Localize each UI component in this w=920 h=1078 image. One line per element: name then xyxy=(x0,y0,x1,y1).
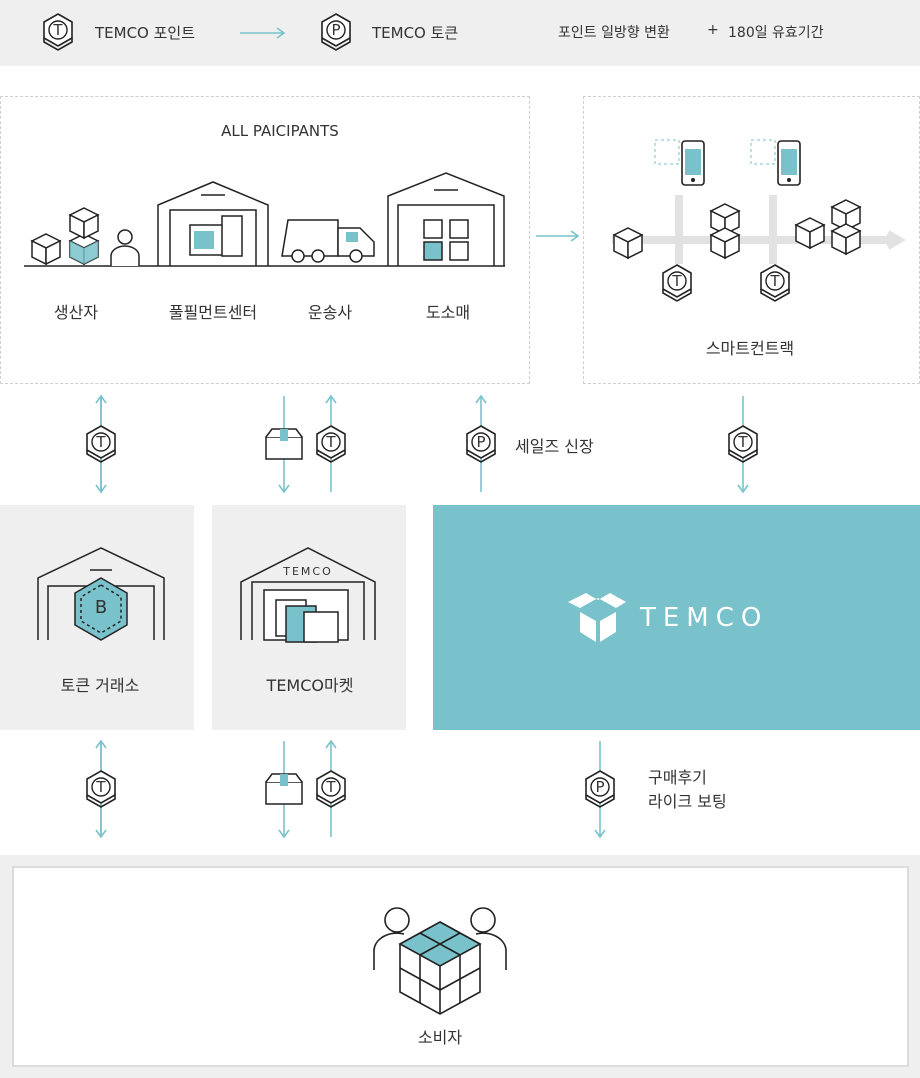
temco-logo-icon xyxy=(568,593,626,642)
participant-retail: 도소매 xyxy=(425,303,471,322)
smart-contract-label: 스마트컨트랙 xyxy=(705,339,795,358)
temco-brand-panel xyxy=(433,505,920,730)
exchange-badge-letter: B xyxy=(94,597,108,618)
exchange-label: 토큰 거래소 xyxy=(60,676,140,695)
market-building-icon xyxy=(240,547,376,643)
point-letter: P xyxy=(476,433,486,451)
top-bar xyxy=(0,0,920,66)
brand-name: TEMCO xyxy=(640,603,769,633)
participants-heading: ALL PAICIPANTS xyxy=(221,122,339,140)
review-line2: 라이크 보팅 xyxy=(648,792,727,811)
retail-warehouse-icon xyxy=(387,172,505,266)
smart-contract-artwork xyxy=(612,139,906,302)
point-letter: P xyxy=(331,21,341,39)
token-letter: T xyxy=(326,433,336,451)
exchange-building-icon xyxy=(37,547,165,641)
producer-boxes-icon xyxy=(31,207,99,265)
participant-producer: 생산자 xyxy=(53,303,99,322)
review-line1: 구매후기 xyxy=(648,768,707,787)
parcel-icon-row1 xyxy=(265,428,303,460)
truck-icon xyxy=(281,219,375,263)
token-letter: T xyxy=(770,272,780,290)
sales-growth-label: 세일즈 신장 xyxy=(515,437,594,456)
validity-note: 180일 유효기간 xyxy=(728,25,824,41)
token-letter: T xyxy=(738,433,748,451)
token-letter: T xyxy=(326,778,336,796)
point-letter: P xyxy=(595,778,605,796)
token-letter: T xyxy=(53,21,63,39)
consumers-icon xyxy=(373,907,507,1015)
consumer-label: 소비자 xyxy=(417,1028,463,1047)
participant-carrier: 운송사 xyxy=(307,303,353,322)
market-label: TEMCO마켓 xyxy=(266,676,354,695)
token-letter: T xyxy=(96,433,106,451)
fulfillment-warehouse-icon xyxy=(157,181,269,266)
worker-icon xyxy=(110,229,140,266)
participants-box xyxy=(0,96,530,384)
plus-sign: + xyxy=(707,22,719,38)
token-letter: T xyxy=(96,778,106,796)
token-letter: T xyxy=(672,272,682,290)
participant-fulfillment: 풀필먼트센터 xyxy=(168,303,258,322)
conversion-note: 포인트 일방향 변환 xyxy=(558,25,670,41)
token-label: TEMCO 토큰 xyxy=(372,24,459,42)
point-label: TEMCO 포인트 xyxy=(95,24,196,42)
parcel-icon-row2 xyxy=(265,773,303,805)
market-sign: TEMCO xyxy=(283,565,333,578)
